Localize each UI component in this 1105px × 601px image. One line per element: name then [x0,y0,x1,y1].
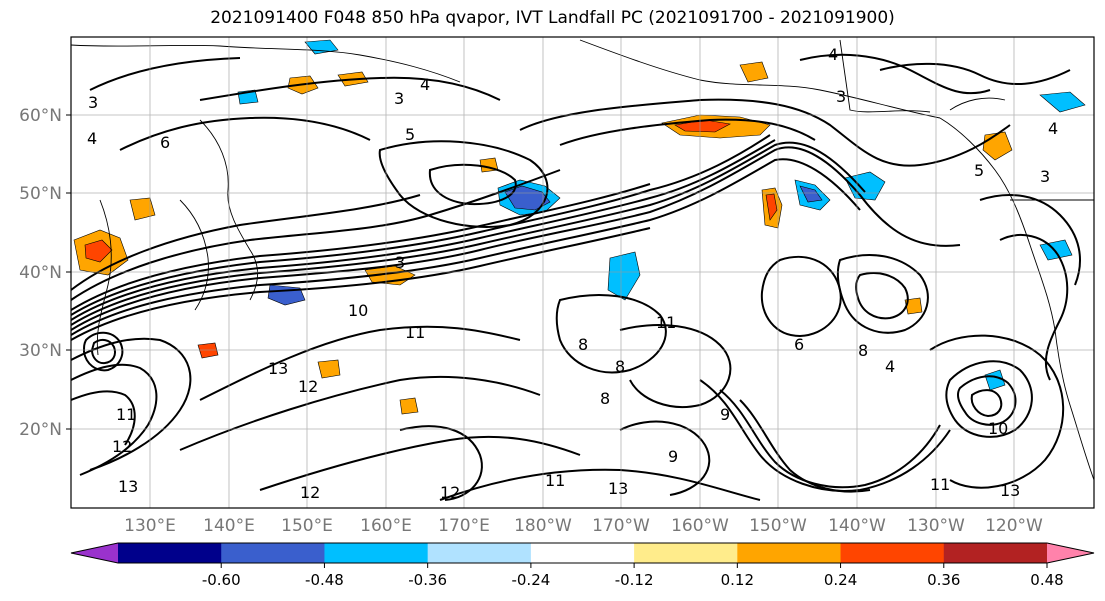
contour-label: 3 [1040,167,1050,186]
contour-label: 3 [395,253,405,272]
contour-label: 11 [545,471,565,490]
colorbar-swatch [324,543,429,563]
gridlines [71,37,1094,508]
colorbar-swatch [737,543,842,563]
contour-label: 11 [405,323,425,342]
colorbar: -0.60 -0.48 -0.36 -0.24 -0.12 0.12 0.24 0.36 0.4… [70,542,1095,589]
lat-labels: 60°N 50°N 40°N 30°N 20°N [19,106,62,440]
contour-label: 12 [440,483,460,502]
colorbar-extend-high [1047,543,1094,563]
contour-label: 13 [608,479,628,498]
lon-label: 150°W [749,516,807,536]
colorbar-swatch [840,543,945,563]
contour-label: 13 [268,359,288,378]
lon-label: 170°W [592,516,650,536]
lat-ticks [66,114,71,430]
colorbar-outline [70,542,1095,564]
colorbar-swatch [943,543,1048,563]
lon-label: 150°E [281,516,333,536]
colorbar-tick-label: -0.48 [305,571,344,589]
contour-label: 8 [858,341,868,360]
contour-label: 3 [88,93,98,112]
colorbar-tick-label: -0.24 [511,571,550,589]
lon-label: 130°W [907,516,965,536]
contour-label: 4 [420,75,430,94]
contour-label: 12 [112,437,132,456]
map-plot-area: 3 4 6 4 3 5 4 3 4 3 5 3 10 11 13 12 11 1… [71,37,1094,508]
contour-label: 4 [87,129,97,148]
lon-label: 160°W [671,516,729,536]
contour-label: 10 [988,419,1008,438]
contour-label: 5 [405,125,415,144]
colorbar-tick-label: 0.36 [927,571,960,589]
contour-label: 4 [828,45,838,64]
lat-label: 30°N [19,341,62,361]
lon-label: 120°W [985,516,1043,536]
coastline-layer [71,39,1094,481]
contour-label: 3 [836,87,846,106]
colorbar-swatch [221,543,325,563]
contour-labels: 3 4 6 4 3 5 4 3 4 3 5 3 10 11 13 12 11 1… [87,45,1058,502]
colorbar-swatch [634,543,738,563]
colorbar-tick-label: -0.12 [615,571,654,589]
shading-layer [73,39,1086,415]
colorbar-tick-label: 0.12 [721,571,754,589]
colorbar-tick-label: -0.60 [202,571,241,589]
lon-label: 160°E [360,516,412,536]
lon-label: 140°W [828,516,886,536]
contour-label: 4 [885,357,895,376]
contour-label: 13 [118,477,138,496]
colorbar-tick-label: 0.24 [824,571,857,589]
contour-label: 11 [116,405,136,424]
lon-label: 180°W [514,516,572,536]
contour-label: 6 [794,335,804,354]
contour-label: 11 [656,313,676,332]
contour-label: 13 [1000,481,1020,500]
contour-label: 10 [348,301,368,320]
contour-label: 9 [720,405,730,424]
contour-label: 12 [300,483,320,502]
lat-label: 20°N [19,420,62,440]
contour-label: 4 [1048,119,1058,138]
contour-label: 6 [160,133,170,152]
lat-label: 60°N [19,106,62,126]
colorbar-swatch [530,543,635,563]
contour-label: 12 [298,377,318,396]
lon-labels: 130°E 140°E 150°E 160°E 170°E 180°W 170°… [124,516,1043,536]
contour-label: 8 [600,389,610,408]
colorbar-tick-label: -0.36 [408,571,447,589]
lon-label: 130°E [124,516,176,536]
lat-label: 50°N [19,184,62,204]
contour-label: 11 [930,475,950,494]
lon-label: 170°E [438,516,490,536]
colorbar-tick-label: 0.48 [1030,571,1063,589]
colorbar-swatch [118,543,222,563]
contour-label: 8 [578,335,588,354]
contour-label: 8 [615,357,625,376]
lat-label: 40°N [19,263,62,283]
lon-label: 140°E [203,516,255,536]
contour-label: 3 [394,89,404,108]
colorbar-swatch [427,543,532,563]
contour-label: 9 [668,447,678,466]
map-title: 2021091400 F048 850 hPa qvapor, IVT Land… [210,8,895,28]
colorbar-extend-low [71,543,118,563]
contour-label: 5 [974,161,984,180]
